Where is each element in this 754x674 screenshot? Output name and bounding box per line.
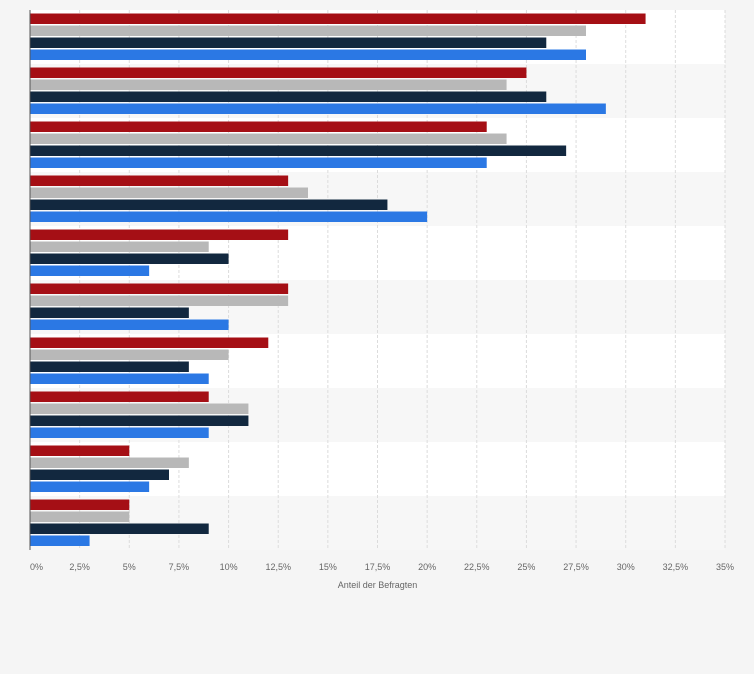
x-tick-label: 30% [617, 562, 635, 572]
bar [30, 391, 209, 402]
bar [30, 175, 289, 186]
bar [30, 265, 150, 276]
bar [30, 157, 487, 168]
x-tick-label: 15% [319, 562, 337, 572]
bar [30, 523, 209, 534]
x-tick-label: 32,5% [663, 562, 689, 572]
x-axis-label: Anteil der Befragten [338, 580, 418, 590]
bar [30, 535, 90, 546]
x-tick-label: 25% [517, 562, 535, 572]
bar [30, 499, 130, 510]
bar [30, 307, 189, 318]
bar [30, 415, 249, 426]
x-tick-label: 17,5% [365, 562, 391, 572]
x-tick-label: 20% [418, 562, 436, 572]
bar [30, 49, 586, 60]
x-tick-label: 2,5% [69, 562, 90, 572]
bar [30, 37, 547, 48]
bar [30, 295, 289, 306]
bar [30, 469, 169, 480]
bar [30, 241, 209, 252]
bar [30, 403, 249, 414]
bar [30, 103, 606, 114]
bar [30, 337, 269, 348]
x-tick-label: 10% [220, 562, 238, 572]
bar [30, 445, 130, 456]
x-tick-label: 5% [123, 562, 136, 572]
x-tick-label: 12,5% [265, 562, 291, 572]
bar [30, 283, 289, 294]
bar [30, 361, 189, 372]
bar [30, 79, 507, 90]
bar [30, 13, 646, 24]
bar [30, 145, 567, 156]
bar [30, 121, 487, 132]
bar [30, 133, 507, 144]
bar [30, 67, 527, 78]
bar [30, 199, 388, 210]
bar [30, 511, 130, 522]
x-tick-label: 35% [716, 562, 734, 572]
bar [30, 253, 229, 264]
bar [30, 25, 586, 36]
bar [30, 91, 547, 102]
bar [30, 427, 209, 438]
bar [30, 457, 189, 468]
x-tick-label: 0% [30, 562, 43, 572]
x-tick-label: 22,5% [464, 562, 490, 572]
bar [30, 187, 308, 198]
bar [30, 211, 428, 222]
bar [30, 373, 209, 384]
x-tick-label: 27,5% [563, 562, 589, 572]
bar [30, 349, 229, 360]
x-tick-label: 7,5% [169, 562, 190, 572]
bar [30, 319, 229, 330]
bar [30, 481, 150, 492]
bar [30, 229, 289, 240]
